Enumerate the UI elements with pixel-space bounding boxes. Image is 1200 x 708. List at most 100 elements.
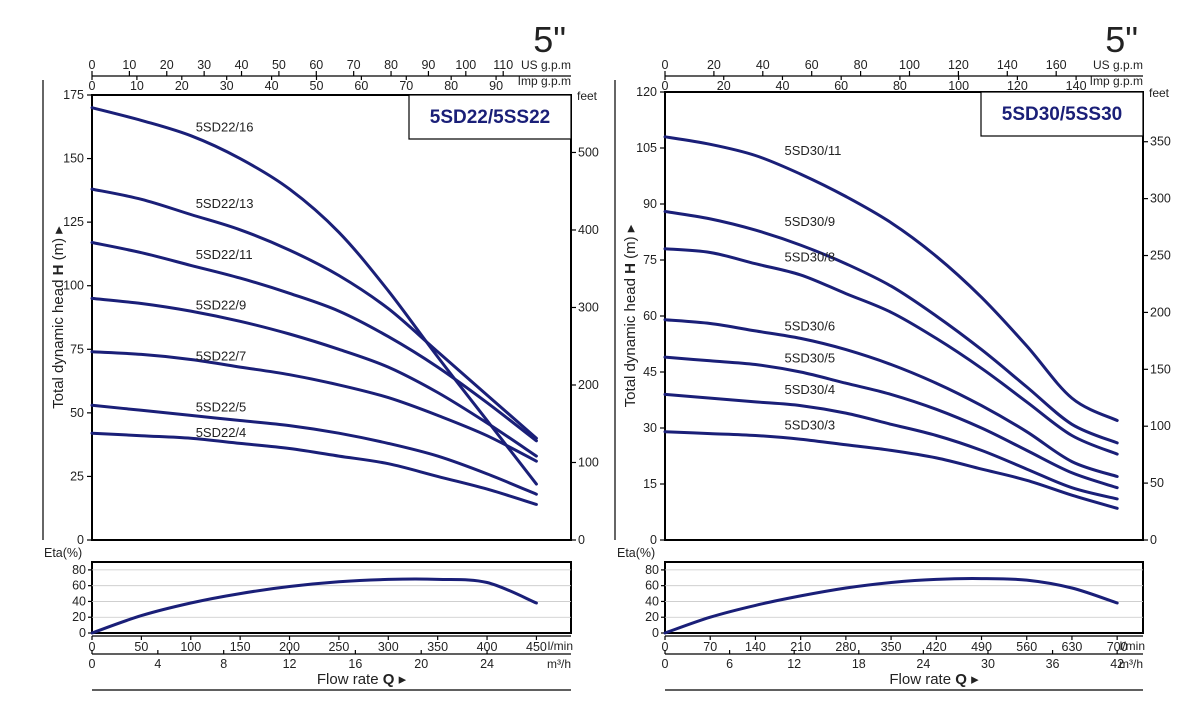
eta-tick-label: 80 [72, 563, 86, 577]
curve-label-5SD30/8: 5SD30/8 [785, 250, 836, 265]
lmin-tick-label: 100 [180, 640, 201, 654]
head-m-tick-label: 0 [650, 533, 657, 547]
lmin-tick-label: 250 [328, 640, 349, 654]
lmin-tick-label: 350 [427, 640, 448, 654]
head-m-tick-label: 90 [643, 197, 657, 211]
imp-gpm-tick-label: 10 [130, 79, 144, 93]
m3h-tick-label: 0 [662, 657, 669, 671]
head-curve-5SD22/16 [90, 106, 538, 486]
eta-tick-label: 20 [72, 610, 86, 624]
efficiency-curve [663, 577, 1119, 635]
imp-gpm-tick-label: 60 [354, 79, 368, 93]
head-curve-5SD30/5 [663, 355, 1119, 490]
us-gpm-tick-label: 80 [384, 58, 398, 72]
eta-tick-label: 40 [645, 594, 659, 608]
model-title-box [980, 91, 1144, 137]
imp-gpm-tick-label: 80 [893, 79, 907, 93]
curve-label-5SD22/5: 5SD22/5 [196, 399, 247, 414]
m3h-tick-label: 20 [414, 657, 428, 671]
head-m-tick-label: 0 [77, 533, 84, 547]
eta-tick-label: 40 [72, 594, 86, 608]
head-ft-tick-label: 100 [1150, 419, 1171, 433]
x-axis-title: Flow rate Q ▸ [889, 671, 979, 688]
head-m-tick-label: 175 [63, 88, 84, 102]
head-m-tick-label: 25 [70, 469, 84, 483]
feet-unit: feet [1149, 86, 1170, 100]
head-m-tick-label: 30 [643, 421, 657, 435]
model-title-box [408, 94, 572, 140]
head-ft-tick-label: 200 [1150, 305, 1171, 319]
head-ft-tick-label: 0 [1150, 533, 1157, 547]
m3h-tick-label: 16 [348, 657, 362, 671]
efficiency-curve [90, 577, 538, 635]
curve-label-5SD22/13: 5SD22/13 [196, 196, 254, 211]
us-gpm-tick-label: 20 [160, 58, 174, 72]
head-m-tick-label: 105 [636, 141, 657, 155]
head-ft-tick-label: 250 [1150, 249, 1171, 263]
imp-gpm-tick-label: 70 [399, 79, 413, 93]
lmin-tick-label: 210 [790, 640, 811, 654]
us-gpm-tick-label: 40 [756, 58, 770, 72]
curve-label-5SD22/4: 5SD22/4 [196, 425, 247, 440]
imp-gpm-tick-label: 20 [717, 79, 731, 93]
head-curve-5SD30/6 [663, 318, 1119, 478]
curve-label-5SD30/3: 5SD30/3 [785, 418, 836, 433]
head-m-tick-label: 120 [636, 85, 657, 99]
head-m-tick-label: 125 [63, 215, 84, 229]
us-gpm-tick-label: 10 [122, 58, 136, 72]
lmin-tick-label: 630 [1062, 640, 1083, 654]
head-curve-5SD22/11 [90, 241, 538, 443]
eta-tick-label: 80 [645, 563, 659, 577]
eta-tick-label: 0 [652, 626, 659, 640]
m3h-unit: m³/h [547, 657, 571, 671]
size-label: 5" [533, 19, 566, 60]
us-gpm-tick-label: 90 [421, 58, 435, 72]
lmin-tick-label: 700 [1107, 640, 1128, 654]
head-ft-tick-label: 100 [578, 455, 599, 469]
us-gpm-tick-label: 40 [235, 58, 249, 72]
head-curve-5SD22/5 [90, 403, 538, 496]
us-gpm-tick-label: 160 [1046, 58, 1067, 72]
head-curve-5SD30/9 [663, 210, 1119, 445]
us-gpm-tick-label: 60 [805, 58, 819, 72]
head-curve-5SD22/13 [90, 187, 538, 440]
imp-gpm-tick-label: 30 [220, 79, 234, 93]
us-gpm-tick-label: 20 [707, 58, 721, 72]
curve-label-5SD22/16: 5SD22/16 [196, 120, 254, 135]
lmin-tick-label: 300 [378, 640, 399, 654]
us-gpm-unit: US g.p.m [1093, 58, 1143, 72]
lmin-tick-label: 0 [89, 640, 96, 654]
us-gpm-tick-label: 140 [997, 58, 1018, 72]
head-ft-tick-label: 200 [578, 378, 599, 392]
lmin-tick-label: 490 [971, 640, 992, 654]
lmin-tick-label: 70 [703, 640, 717, 654]
head-ft-tick-label: 400 [578, 223, 599, 237]
lmin-tick-label: 280 [835, 640, 856, 654]
head-m-tick-label: 15 [643, 477, 657, 491]
us-gpm-tick-label: 0 [662, 58, 669, 72]
imp-gpm-tick-label: 60 [834, 79, 848, 93]
lmin-tick-label: 350 [881, 640, 902, 654]
head-ft-tick-label: 300 [1150, 192, 1171, 206]
imp-gpm-tick-label: 80 [444, 79, 458, 93]
head-m-tick-label: 75 [70, 342, 84, 356]
lmin-unit: l/min [1120, 639, 1145, 653]
head-ft-tick-label: 0 [578, 533, 585, 547]
head-m-tick-label: 100 [63, 279, 84, 293]
m3h-unit: m³/h [1119, 657, 1143, 671]
lmin-tick-label: 150 [230, 640, 251, 654]
m3h-tick-label: 4 [154, 657, 161, 671]
head-ft-tick-label: 150 [1150, 362, 1171, 376]
us-gpm-unit: US g.p.m [521, 58, 571, 72]
imp-gpm-unit: Imp g.p.m [518, 74, 571, 88]
eta-tick-label: 20 [645, 610, 659, 624]
head-curve-5SD22/4 [90, 431, 538, 506]
m3h-tick-label: 42 [1110, 657, 1124, 671]
us-gpm-tick-label: 110 [493, 58, 513, 72]
head-curve-5SD30/3 [663, 430, 1119, 510]
us-gpm-tick-label: 120 [948, 58, 969, 72]
lmin-unit: l/min [548, 639, 573, 653]
